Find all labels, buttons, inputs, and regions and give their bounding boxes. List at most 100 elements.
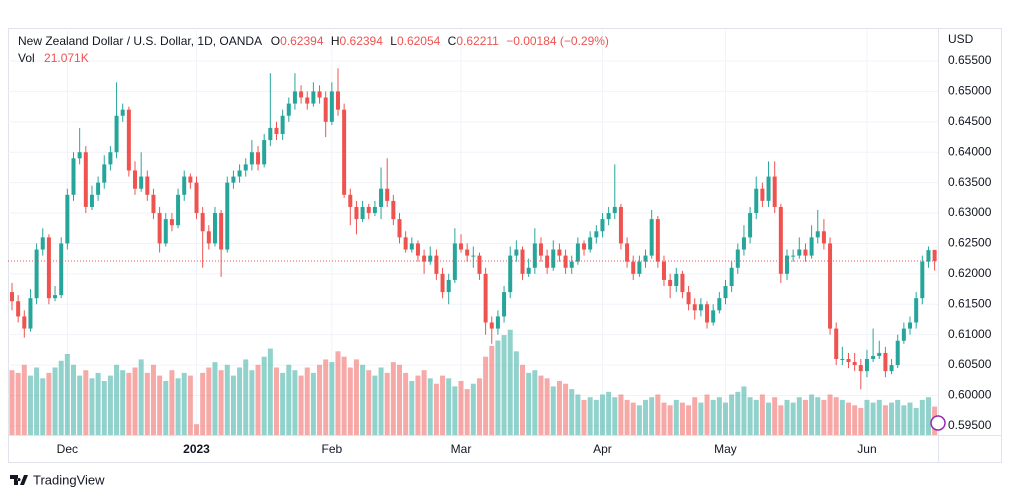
- ohlc-label: H: [331, 34, 340, 48]
- volume-bar: [101, 381, 107, 435]
- volume-bar: [655, 394, 661, 435]
- volume-bar: [126, 372, 132, 435]
- volume-bar: [353, 359, 359, 435]
- candle-body: [22, 316, 27, 329]
- candle-body: [698, 304, 703, 311]
- candle-body: [588, 237, 593, 250]
- volume-bar: [21, 364, 27, 435]
- candle-body: [606, 213, 611, 220]
- candle-body: [932, 249, 937, 262]
- volume-bar: [390, 362, 396, 435]
- volume-bar: [796, 397, 802, 435]
- volume-bar: [870, 402, 876, 435]
- event-marker[interactable]: [930, 415, 946, 431]
- volume-bar: [735, 391, 741, 435]
- candle-body: [114, 115, 119, 153]
- y-tick-label: 0.64000: [948, 144, 992, 158]
- volume-bar: [273, 367, 279, 435]
- candle-body: [397, 219, 402, 238]
- candle-body: [797, 249, 802, 256]
- volume-bar: [95, 372, 101, 435]
- candle-body: [821, 231, 826, 244]
- volume-bar: [766, 402, 772, 435]
- y-tick-label: 0.65000: [948, 84, 992, 98]
- volume-bar: [593, 399, 599, 435]
- candle-body: [329, 91, 334, 122]
- candle-body: [735, 249, 740, 268]
- volume-bar: [852, 405, 858, 435]
- candle-body: [409, 243, 414, 250]
- candle-body: [379, 188, 384, 207]
- volume-bar: [212, 362, 218, 435]
- candle-body: [772, 176, 777, 207]
- candle-body: [348, 194, 353, 207]
- candle-body: [323, 97, 328, 122]
- currency-label: USD: [948, 32, 974, 46]
- candle-body: [237, 170, 242, 177]
- volume-bar: [827, 394, 833, 435]
- volume-bar: [895, 399, 901, 435]
- volume-bar: [698, 402, 704, 435]
- volume-bar: [341, 356, 347, 435]
- candle-body: [643, 255, 648, 262]
- candle-body: [342, 109, 347, 195]
- y-tick-label: 0.62500: [948, 236, 992, 250]
- candle-body: [502, 292, 507, 317]
- candle-body: [901, 328, 906, 341]
- candle-body: [422, 255, 427, 262]
- volume-bar: [292, 370, 298, 435]
- volume-bar: [710, 399, 716, 435]
- candle-body: [71, 158, 76, 195]
- volume-bar: [181, 372, 187, 435]
- volume-bar: [89, 378, 95, 435]
- volume-bar: [15, 372, 21, 435]
- volume-bar: [618, 394, 624, 435]
- candle-body: [299, 91, 304, 98]
- volume-bar: [495, 340, 501, 435]
- volume-bar: [446, 378, 452, 435]
- candle-body: [575, 243, 580, 262]
- volume-bar: [9, 370, 15, 435]
- y-tick-label: 0.61500: [948, 296, 992, 310]
- candle-body: [692, 304, 697, 311]
- volume-bar: [403, 372, 409, 435]
- candle-body: [852, 362, 857, 366]
- candle-body: [243, 164, 248, 171]
- volume-bar: [907, 402, 913, 435]
- volume-bar: [815, 397, 821, 435]
- candle-body: [440, 273, 445, 293]
- volume-bar: [317, 364, 323, 435]
- volume-bar: [489, 345, 495, 435]
- volume-bar: [144, 372, 150, 435]
- volume-value: 21.071K: [44, 51, 89, 65]
- volume-bar: [120, 370, 126, 435]
- volume-bar: [667, 405, 673, 435]
- candle-body: [372, 206, 377, 214]
- candle-body: [120, 109, 125, 116]
- volume-bar: [919, 399, 925, 435]
- volume-bar: [520, 364, 526, 435]
- candle-body: [465, 249, 470, 256]
- volume-bar: [649, 397, 655, 435]
- candle-body: [133, 170, 138, 189]
- candle-body: [871, 355, 876, 359]
- volume-bar: [729, 394, 735, 435]
- candle-body: [686, 292, 691, 305]
- legend-ohlc: New Zealand Dollar / U.S. Dollar, 1D, OA…: [18, 34, 609, 48]
- volume-bar: [901, 405, 907, 435]
- y-tick-label: 0.60500: [948, 357, 992, 371]
- volume-bar: [686, 405, 692, 435]
- candle-body: [311, 91, 316, 104]
- volume-bar: [218, 370, 224, 435]
- candle-body: [926, 250, 931, 262]
- x-tick-label: May: [714, 442, 737, 456]
- volume-bar: [433, 383, 439, 435]
- candle-body: [538, 243, 543, 256]
- x-tick-label: Feb: [321, 442, 342, 456]
- volume-bar: [876, 399, 882, 435]
- candle-body: [28, 298, 33, 329]
- symbol-title: New Zealand Dollar / U.S. Dollar, 1D, OA…: [18, 34, 262, 48]
- candle-body: [231, 176, 236, 183]
- volume-bar: [544, 378, 550, 435]
- ohlc-label: L: [390, 34, 397, 48]
